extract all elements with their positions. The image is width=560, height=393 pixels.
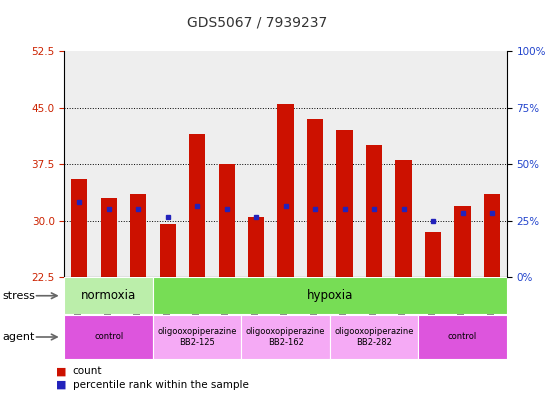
Bar <box>153 315 241 359</box>
Bar <box>241 315 330 359</box>
Bar <box>64 315 153 359</box>
Text: control: control <box>94 332 123 342</box>
Bar <box>160 224 176 277</box>
Bar <box>337 130 353 277</box>
Bar <box>395 160 412 277</box>
Text: normoxia: normoxia <box>81 289 136 302</box>
Bar <box>64 277 153 314</box>
Bar <box>248 217 264 277</box>
Text: ■: ■ <box>56 380 67 389</box>
Bar <box>484 194 500 277</box>
Bar <box>278 104 293 277</box>
Bar <box>425 232 441 277</box>
Bar <box>101 198 116 277</box>
Bar <box>418 315 507 359</box>
Bar <box>130 194 146 277</box>
Bar <box>71 179 87 277</box>
Bar <box>189 134 205 277</box>
Bar <box>307 119 323 277</box>
Text: GDS5067 / 7939237: GDS5067 / 7939237 <box>188 15 328 29</box>
Text: hypoxia: hypoxia <box>307 289 353 302</box>
Text: agent: agent <box>3 332 35 342</box>
Bar <box>153 277 507 314</box>
Text: count: count <box>73 366 102 376</box>
Text: oligooxopiperazine
BB2-162: oligooxopiperazine BB2-162 <box>246 327 325 347</box>
Text: oligooxopiperazine
BB2-282: oligooxopiperazine BB2-282 <box>334 327 414 347</box>
Text: control: control <box>448 332 477 342</box>
Bar <box>455 206 470 277</box>
Text: ■: ■ <box>56 366 67 376</box>
Text: oligooxopiperazine
BB2-125: oligooxopiperazine BB2-125 <box>157 327 237 347</box>
Bar <box>330 315 418 359</box>
Text: stress: stress <box>3 291 36 301</box>
Bar <box>366 145 382 277</box>
Text: percentile rank within the sample: percentile rank within the sample <box>73 380 249 389</box>
Bar <box>218 164 235 277</box>
